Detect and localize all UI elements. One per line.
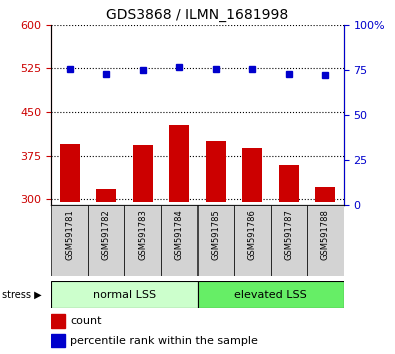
Text: percentile rank within the sample: percentile rank within the sample <box>70 336 258 346</box>
Text: GSM591788: GSM591788 <box>321 209 330 260</box>
Bar <box>198 281 344 308</box>
Bar <box>51 314 64 328</box>
Text: GSM591781: GSM591781 <box>65 209 74 259</box>
Bar <box>206 141 226 202</box>
Bar <box>198 205 234 276</box>
Text: GSM591786: GSM591786 <box>248 209 257 260</box>
Bar <box>88 205 124 276</box>
Bar <box>279 165 299 202</box>
Bar <box>271 205 307 276</box>
Bar <box>169 125 189 202</box>
Text: count: count <box>70 316 102 326</box>
Bar <box>234 205 271 276</box>
Text: stress ▶: stress ▶ <box>2 290 41 300</box>
Text: GSM591787: GSM591787 <box>284 209 293 260</box>
Text: normal LSS: normal LSS <box>93 290 156 300</box>
Text: GSM591784: GSM591784 <box>175 209 184 259</box>
Bar <box>96 189 116 202</box>
Text: elevated LSS: elevated LSS <box>234 290 307 300</box>
Bar <box>60 144 80 202</box>
Bar <box>242 148 262 202</box>
Text: GSM591782: GSM591782 <box>102 209 111 259</box>
Bar <box>161 205 198 276</box>
Text: GSM591783: GSM591783 <box>138 209 147 260</box>
Bar <box>51 281 198 308</box>
Title: GDS3868 / ILMN_1681998: GDS3868 / ILMN_1681998 <box>106 8 289 22</box>
Bar <box>51 205 88 276</box>
Bar <box>315 187 335 202</box>
Bar <box>307 205 344 276</box>
Text: GSM591785: GSM591785 <box>211 209 220 259</box>
Bar <box>51 334 64 347</box>
Bar <box>124 205 161 276</box>
Bar <box>133 145 153 202</box>
